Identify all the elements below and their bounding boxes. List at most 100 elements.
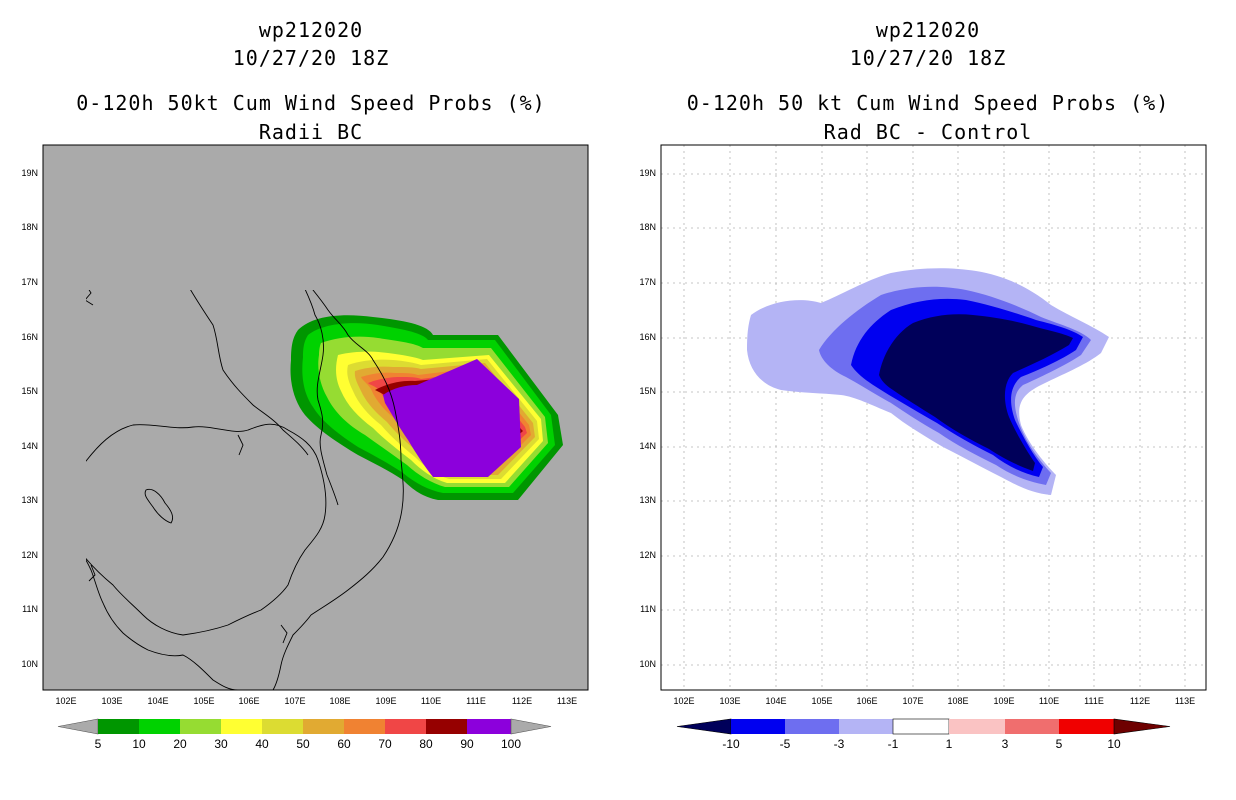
left-probability-swath	[290, 315, 563, 500]
right-colorbar-low-end	[676, 718, 732, 735]
right-lon-label: 106E	[856, 696, 878, 706]
left-lat-label: 16N	[21, 332, 38, 342]
left-lat-label: 12N	[21, 550, 38, 560]
left-lon-label: 107E	[284, 696, 306, 706]
right-colorbar	[676, 718, 1171, 735]
left-lon-label: 113E	[556, 696, 578, 706]
right-lon-label: 104E	[765, 696, 787, 706]
right-colorbar-label: 1	[945, 737, 953, 751]
right-colorbar-swatch	[785, 719, 839, 734]
left-colorbar-swatch	[98, 719, 139, 734]
right-difference-swath	[747, 268, 1109, 495]
left-colorbar-label: 40	[255, 737, 269, 751]
left-colorbar-label: 70	[378, 737, 392, 751]
left-lon-label: 106E	[238, 696, 260, 706]
left-lon-label: 104E	[147, 696, 169, 706]
right-lat-label: 13N	[639, 495, 656, 505]
right-colorbar-swatch	[892, 718, 950, 735]
right-lat-label: 18N	[639, 222, 656, 232]
right-colorbar-label: -10	[722, 737, 740, 751]
left-colorbar-label: 10	[132, 737, 146, 751]
right-lon-label: 111E	[1084, 696, 1104, 706]
right-colorbar-swatch	[1005, 719, 1059, 734]
right-lat-label: 16N	[639, 332, 656, 342]
right-colorbar-label: -3	[833, 737, 845, 751]
right-title-product: 0-120h 50 kt Cum Wind Speed Probs (%)	[686, 91, 1170, 115]
left-colorbar-label: 50	[296, 737, 310, 751]
right-map-frame	[660, 144, 1207, 691]
left-lat-label: 17N	[21, 277, 38, 287]
right-lon-label: 102E	[673, 696, 695, 706]
left-colorbar-swatch	[221, 719, 262, 734]
right-colorbar-label: 10	[1107, 737, 1121, 751]
left-lon-label: 109E	[375, 696, 397, 706]
left-colorbar-low-end	[57, 718, 99, 735]
left-lon-label: 105E	[193, 696, 215, 706]
left-colorbar-label: 80	[419, 737, 433, 751]
left-colorbar-swatch	[180, 719, 221, 734]
right-colorbar-swatch	[731, 719, 785, 734]
left-lat-label: 19N	[21, 168, 38, 178]
right-map-panel	[660, 144, 1207, 691]
left-lon-label: 102E	[55, 696, 77, 706]
left-lat-label: 14N	[21, 441, 38, 451]
left-lat-label: 15N	[21, 386, 38, 396]
left-colorbar-swatch	[426, 719, 467, 734]
left-colorbar-label: 60	[337, 737, 351, 751]
left-lon-label: 110E	[420, 696, 442, 706]
right-lon-label: 105E	[811, 696, 833, 706]
left-colorbar-high-end	[510, 718, 552, 735]
right-lon-label: 110E	[1038, 696, 1060, 706]
right-colorbar-label: -5	[779, 737, 791, 751]
right-lat-label: 12N	[639, 550, 656, 560]
left-colorbar	[57, 718, 552, 735]
right-lat-label: 17N	[639, 277, 656, 287]
left-colorbar-label: 30	[214, 737, 228, 751]
left-colorbar-label: 5	[94, 737, 102, 751]
right-lat-label: 19N	[639, 168, 656, 178]
left-colorbar-swatch	[262, 719, 303, 734]
right-colorbar-high-end	[1113, 718, 1171, 735]
left-lon-label: 111E	[466, 696, 486, 706]
right-title-date: 10/27/20 18Z	[849, 46, 1007, 70]
right-title-storm-id: wp212020	[875, 18, 981, 42]
right-colorbar-swatch	[1059, 719, 1114, 734]
left-colorbar-swatch	[385, 719, 426, 734]
left-map-panel	[42, 144, 589, 691]
left-colorbar-swatch	[303, 719, 344, 734]
right-colorbar-swatch	[839, 719, 893, 734]
left-lat-label: 13N	[21, 495, 38, 505]
right-gridlines	[661, 145, 1206, 690]
right-lon-label: 107E	[902, 696, 924, 706]
right-lon-label: 103E	[719, 696, 741, 706]
left-lat-label: 11N	[22, 604, 38, 614]
right-title-subtitle: Rad BC - Control	[823, 120, 1033, 144]
left-colorbar-swatch	[344, 719, 385, 734]
left-lat-label: 18N	[21, 222, 38, 232]
right-colorbar-label: 5	[1055, 737, 1063, 751]
left-title-subtitle: Radii BC	[258, 120, 364, 144]
right-colorbar-label: 3	[1001, 737, 1009, 751]
right-lon-label: 108E	[947, 696, 969, 706]
right-lat-label: 14N	[639, 441, 656, 451]
left-lon-label: 108E	[329, 696, 351, 706]
left-colorbar-swatch	[139, 719, 180, 734]
right-lat-label: 10N	[639, 659, 656, 669]
left-lon-label: 112E	[511, 696, 533, 706]
left-title-storm-id: wp212020	[258, 18, 364, 42]
left-colorbar-label: 20	[173, 737, 187, 751]
left-map-frame	[42, 144, 589, 691]
right-colorbar-label: -1	[887, 737, 899, 751]
right-lon-label: 112E	[1129, 696, 1151, 706]
left-colorbar-label: 90	[460, 737, 474, 751]
right-lon-label: 113E	[1174, 696, 1196, 706]
left-colorbar-swatch	[467, 719, 511, 734]
right-lat-label: 11N	[640, 604, 656, 614]
left-title-product: 0-120h 50kt Cum Wind Speed Probs (%)	[76, 91, 546, 115]
right-lat-label: 15N	[639, 386, 656, 396]
left-lat-label: 10N	[21, 659, 38, 669]
left-colorbar-label: 100	[500, 737, 522, 751]
right-lon-label: 109E	[993, 696, 1015, 706]
left-title-date: 10/27/20 18Z	[232, 46, 390, 70]
